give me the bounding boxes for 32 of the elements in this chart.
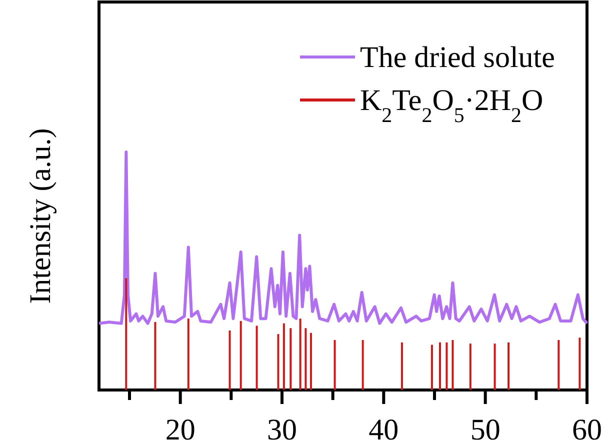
bar — [362, 340, 364, 390]
x-tick-label: 50 — [470, 414, 500, 446]
bar — [400, 342, 403, 390]
bar — [154, 322, 156, 390]
bar — [452, 340, 454, 390]
bar — [282, 323, 285, 390]
bar — [508, 342, 510, 390]
bar — [125, 278, 128, 390]
y-axis-title: Intensity (a.u.) — [24, 128, 57, 304]
bar — [310, 332, 312, 390]
bar — [187, 318, 190, 390]
bar — [299, 318, 302, 390]
text: K$_{2}$Te$_{2}$O$_{5}$·2H$_{2}$O — [360, 84, 544, 127]
bar — [558, 340, 560, 390]
bar — [578, 338, 581, 390]
x-tick-label: 60 — [572, 414, 602, 446]
bar — [494, 344, 496, 390]
x-tick-label: 30 — [267, 414, 297, 446]
bar — [334, 340, 336, 390]
bar — [228, 330, 231, 390]
bar — [438, 342, 441, 390]
bar — [446, 342, 448, 390]
bar — [277, 334, 280, 390]
x-tick-label: 20 — [165, 414, 196, 446]
bar — [430, 344, 433, 390]
bar — [256, 326, 258, 390]
bar — [240, 320, 242, 390]
legend-label: The dried solute — [360, 41, 555, 74]
x-tick-label: 40 — [368, 414, 399, 446]
bar — [290, 328, 292, 390]
bar — [304, 328, 307, 390]
bar — [469, 344, 472, 390]
